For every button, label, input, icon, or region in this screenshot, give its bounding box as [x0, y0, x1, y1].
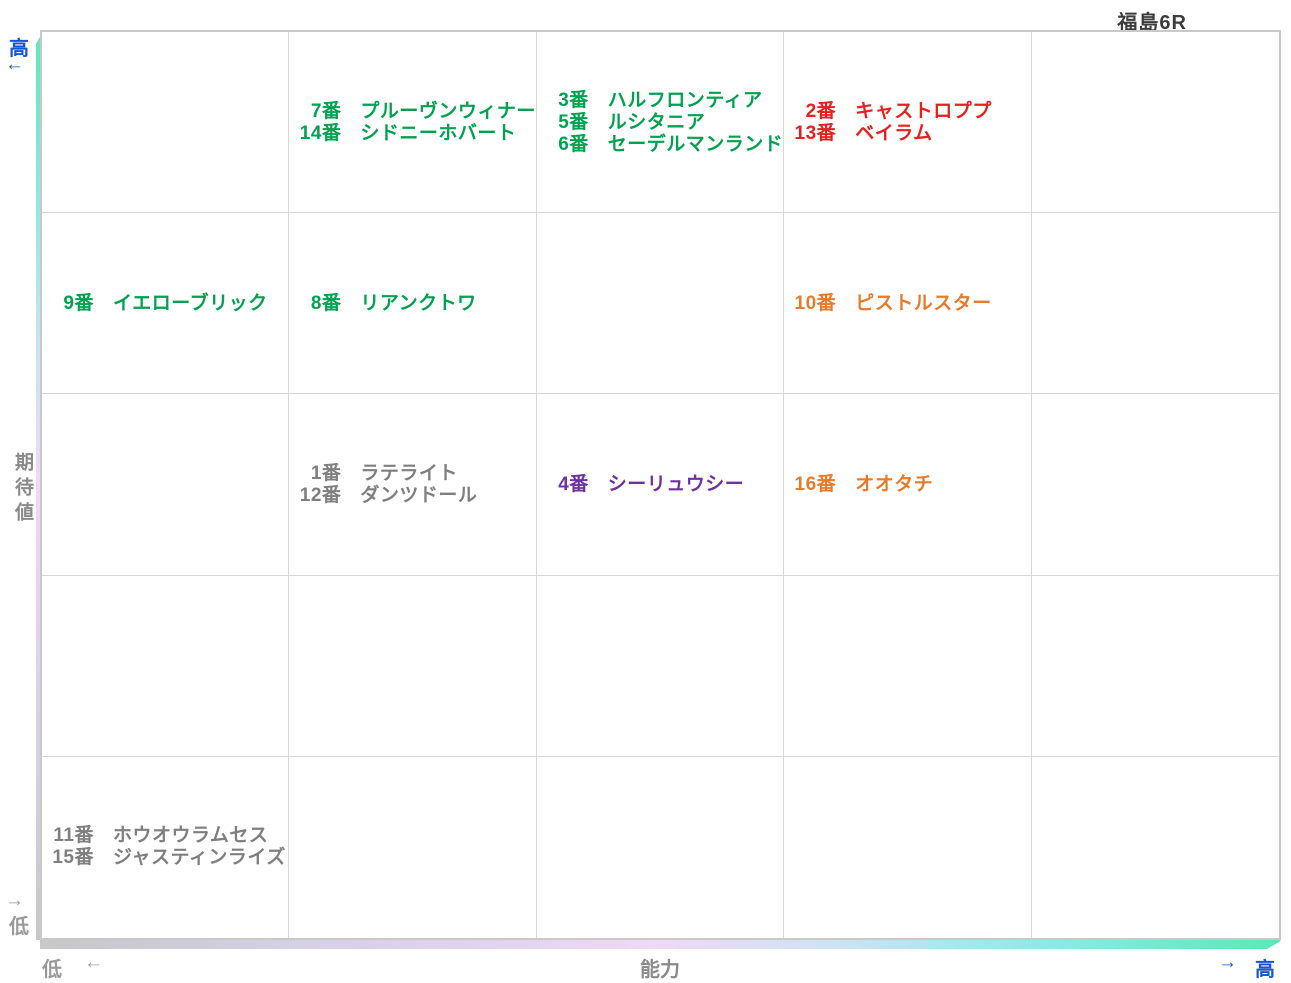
horse-entry: 16番 オオタチ [790, 474, 1031, 496]
grid-cell [1031, 576, 1279, 757]
horse-entry: 13番 ベイラム [790, 123, 1031, 145]
horse-group: 7番 プルーヴンウィナー 14番 シドニーホバート [289, 32, 536, 213]
race-title: 福島6R [1117, 12, 1187, 34]
horse-layer: 7番 プルーヴンウィナー 14番 シドニーホバート 3番 ハルフロンティア 5番 ルシタニア 6… [42, 32, 1279, 938]
grid-cell [1031, 394, 1279, 576]
y-axis-low-label: 低 [9, 916, 29, 938]
horse-entry: 2番 キャストロププ [790, 101, 1031, 123]
horse-name: シーリュウシー [607, 473, 745, 495]
horse-name: シドニーホバート [360, 122, 517, 144]
grid-cell [1031, 213, 1279, 395]
horse-name: セーデルマンランド [607, 133, 784, 155]
horse-group: 4番 シーリュウシー [537, 394, 784, 575]
horse-group: 11番 ホウオウラムセス 15番 ジャスティンライズ [42, 757, 289, 938]
grid-cell [289, 32, 537, 214]
horse-entry: 1番 ラテライト [295, 463, 536, 485]
x-axis-low-label: 低 [42, 959, 62, 981]
grid-cell [289, 394, 537, 576]
grid-cell [536, 32, 785, 214]
horse-number: 9番 [63, 292, 94, 314]
horse-number: 4番 [558, 473, 589, 495]
x-axis-title: 能力 [640, 959, 680, 981]
horse-name: ホウオウラムセス [113, 825, 269, 847]
horse-number: 10番 [794, 292, 837, 314]
horse-name: ジャスティンライズ [113, 847, 286, 869]
grid-cell [784, 394, 1032, 576]
horse-number: 15番 [52, 847, 94, 869]
horse-entry: 12番 ダンツドール [295, 485, 536, 507]
grid-cell [536, 213, 785, 395]
grid-cell [537, 756, 785, 938]
horse-entry: 5番 ルシタニア [543, 112, 784, 134]
horse-number: 13番 [794, 122, 837, 144]
x-axis-high-label: 高 [1255, 959, 1275, 981]
horse-number: 12番 [299, 484, 342, 506]
horse-name: プルーヴンウィナー [360, 100, 536, 122]
grid-cell [536, 394, 785, 576]
grid-cell [784, 213, 1032, 395]
horse-entry: 14番 シドニーホバート [295, 123, 536, 145]
horse-entry: 10番 ピストルスター [790, 293, 1031, 315]
grid-cell [784, 32, 1032, 214]
horse-number: 16番 [794, 473, 837, 495]
grid-cell [784, 575, 1032, 757]
horse-name: リアンクトワ [360, 292, 477, 314]
horse-number: 1番 [310, 462, 342, 484]
x-axis-low-arrow-icon: ← [84, 952, 103, 973]
grid-cell [42, 32, 290, 214]
y-axis-title: 期待値 [12, 452, 33, 527]
horse-group: 16番 オオタチ [784, 394, 1031, 575]
grid-cell [42, 213, 290, 395]
x-axis-high-arrow-icon: → [1218, 952, 1237, 973]
horse-entry: 15番 ジャスティンライズ [48, 847, 289, 869]
horse-entry: 8番 リアンクトワ [295, 293, 536, 315]
grid-cell [42, 756, 290, 938]
grid-cell [42, 394, 290, 576]
horse-number: 11番 [53, 825, 94, 847]
horse-name: ラテライト [360, 462, 458, 484]
y-axis-high-label: 高 [9, 38, 29, 60]
horse-name: ベイラム [855, 122, 933, 144]
grid-cell [784, 756, 1032, 938]
horse-entry: 3番 ハルフロンティア [543, 90, 784, 112]
horse-group: 10番 ピストルスター [784, 213, 1031, 394]
grid-cell [289, 756, 537, 938]
y-axis-low-arrow-icon: → [5, 890, 24, 911]
horse-entry: 6番 セーデルマンランド [543, 134, 784, 156]
grid-cell [289, 575, 537, 757]
horse-name: オオタチ [855, 473, 934, 495]
quadrant-chart: 7番 プルーヴンウィナー 14番 シドニーホバート 3番 ハルフロンティア 5番 ルシタニア 6… [40, 30, 1281, 940]
horse-entry: 9番 イエローブリック [48, 293, 289, 315]
horse-group: 8番 リアンクトワ [289, 213, 536, 394]
horse-entry: 4番 シーリュウシー [543, 474, 784, 496]
horse-number: 8番 [310, 292, 342, 314]
grid-cell [1031, 32, 1279, 214]
horse-name: ルシタニア [607, 111, 706, 133]
horse-number: 5番 [558, 111, 589, 133]
horse-name: キャストロププ [855, 100, 992, 122]
horse-group: 1番 ラテライト 12番 ダンツドール [289, 394, 536, 575]
grid-cell [536, 575, 785, 757]
horse-name: ダンツドール [360, 484, 478, 506]
horse-name: ハルフロンティア [607, 89, 763, 111]
y-axis-high-arrow-icon: ← [5, 54, 24, 75]
horse-number: 14番 [299, 122, 342, 144]
grid-cell [289, 213, 537, 395]
horse-entry: 7番 プルーヴンウィナー [295, 101, 536, 123]
grid-cell [42, 575, 290, 757]
grid-lines [42, 32, 1279, 938]
horse-number: 6番 [558, 133, 589, 155]
horse-group: 3番 ハルフロンティア 5番 ルシタニア 6番 セーデルマンランド [537, 32, 784, 213]
horse-number: 7番 [310, 100, 342, 122]
horse-group: 2番 キャストロププ 13番 ベイラム [784, 32, 1031, 213]
horse-name: ピストルスター [855, 292, 992, 314]
horse-group: 9番 イエローブリック [42, 213, 289, 394]
horse-name: イエローブリック [113, 292, 268, 314]
horse-number: 2番 [805, 100, 837, 122]
horse-number: 3番 [558, 89, 589, 111]
horse-entry: 11番 ホウオウラムセス [48, 825, 289, 847]
